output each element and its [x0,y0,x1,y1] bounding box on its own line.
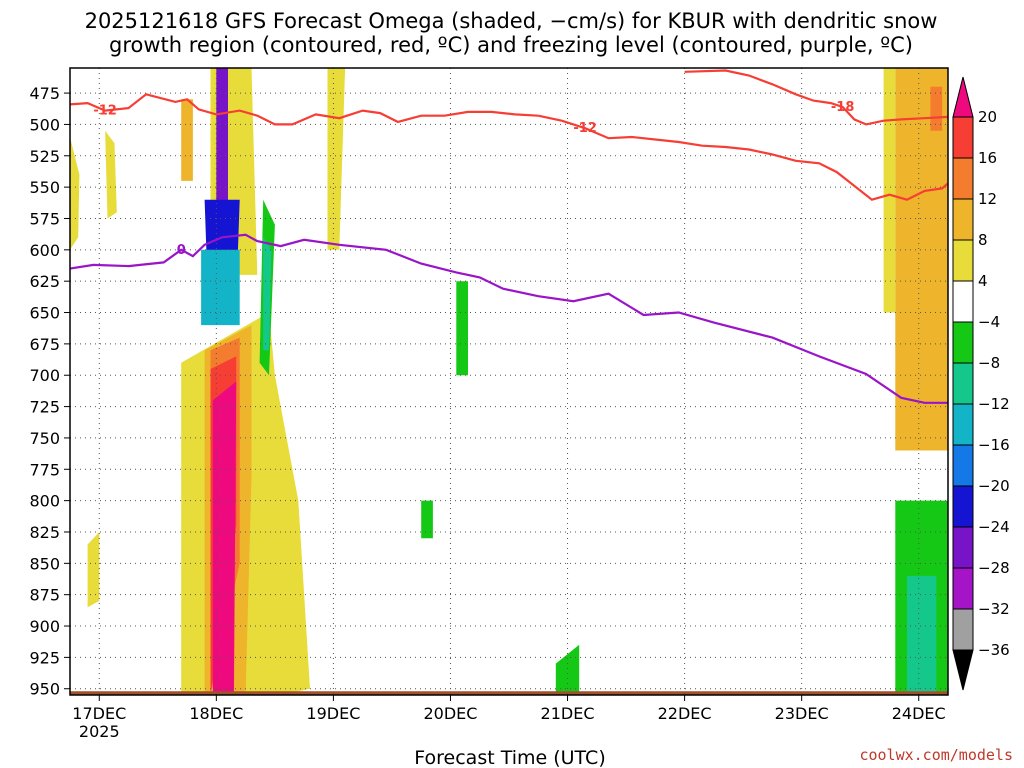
y-tick-label: 950 [29,680,60,699]
plot-area: -12 -12 -18 0 [69,67,949,696]
x-tick-label: 18DEC [189,704,243,723]
y-tick-label: 650 [29,304,60,323]
x-tick-label: 21DEC [541,704,595,723]
y-tick-label: 550 [29,178,60,197]
contours: -12 -12 -18 0 [69,69,949,404]
freezing-level-contour-label: 0 [177,243,186,258]
chart-title: 2025121618 GFS Forecast Omega (shaded, −… [85,9,938,57]
x-axis-label: Forecast Time (UTC) [414,747,605,768]
omega-region [327,68,346,250]
colorbar-tick-label: −24 [978,518,1010,536]
y-tick-label: 900 [29,617,60,636]
omega-region [201,249,240,326]
title-line-2: growth region (contoured, red, ºC) and f… [109,33,913,57]
colorbar-tick-label: −32 [978,600,1010,618]
x-tick-label: 20DEC [423,704,477,723]
colorbar-tick-label: −4 [978,313,1000,331]
y-tick-label: 750 [29,429,60,448]
dendritic-contour-label: -12 [93,104,117,119]
x-tick-label: 23DEC [775,704,829,723]
colorbar-tick-label: 8 [978,231,988,249]
omega-region [555,644,580,695]
colorbar-bin [952,280,974,323]
omega-region [421,500,433,539]
y-tick-label: 575 [29,209,60,228]
omega-region [883,68,896,313]
y-tick-label: 700 [29,366,60,385]
omega-region [105,130,117,219]
omega-region [263,237,272,351]
y-tick-label: 850 [29,554,60,573]
y-axis: 475 500 525 550 575 600 625 650 675 700 725 750 775 8… [29,84,70,699]
y-tick-label: 925 [29,648,60,667]
colorbar-bin [952,444,974,487]
x-tick-label: 17DEC [72,704,126,723]
y-tick-label: 825 [29,523,60,542]
colorbar-bin [952,567,974,610]
colorbar-bin [952,485,974,528]
colorbar-bin [952,403,974,446]
dendritic-contour-label: -18 [831,100,855,115]
colorbar-bottom-arrow [952,649,974,691]
credit-text: coolwx.com/models [859,746,1013,764]
omega-region [895,68,948,451]
dendritic-contour-label: -12 [573,121,597,136]
colorbar-top-arrow [952,76,974,118]
omega-shading [70,68,948,695]
omega-region [907,575,937,695]
x-tick-label: 19DEC [306,704,360,723]
colorbar-tick-label: 16 [978,149,997,167]
colorbar-bin [952,608,974,651]
omega-region [70,137,80,250]
colorbar-tick-label: −28 [978,559,1010,577]
x-tick-sublabel: 2025 [79,722,120,741]
dendritic-contour [69,93,539,126]
y-tick-label: 625 [29,272,60,291]
y-tick-label: 675 [29,335,60,354]
omega-region [181,99,193,181]
colorbar-tick-label: 20 [978,108,997,126]
y-tick-label: 525 [29,147,60,166]
colorbar-bin [952,198,974,241]
omega-region [212,381,237,695]
colorbar-bin [952,362,974,405]
colorbar-tick-label: 12 [978,190,997,208]
colorbar: 20 16 12 8 4 −4 −8 −12 −16 −20 −24 −28 −32 −36 [952,76,1010,691]
colorbar-tick-label: 4 [978,272,988,290]
y-tick-label: 600 [29,241,60,260]
colorbar-bin [952,526,974,569]
omega-region [930,86,943,131]
colorbar-tick-label: −36 [978,641,1010,659]
colorbar-bin [952,116,974,159]
dendritic-contour [538,114,949,201]
omega-region [216,68,228,219]
dendritic-contour [684,69,949,126]
terrain-surface [70,691,948,695]
colorbar-tick-label: −12 [978,395,1010,413]
y-tick-label: 500 [29,115,60,134]
colorbar-tick-label: −8 [978,354,1000,372]
colorbar-tick-label: −16 [978,436,1010,454]
y-tick-label: 800 [29,492,60,511]
colorbar-bin [952,239,974,282]
y-tick-label: 875 [29,586,60,605]
colorbar-bin [952,157,974,200]
x-tick-label: 24DEC [892,704,946,723]
y-tick-label: 725 [29,398,60,417]
plot-frame [69,67,949,696]
x-tick-label: 22DEC [658,704,712,723]
y-tick-label: 775 [29,460,60,479]
omega-region [87,532,100,608]
colorbar-bin [952,321,974,364]
freezing-level-contour [69,233,948,404]
y-tick-label: 475 [29,84,60,103]
title-line-1: 2025121618 GFS Forecast Omega (shaded, −… [85,9,938,33]
omega-region [456,281,468,376]
colorbar-tick-label: −20 [978,477,1010,495]
